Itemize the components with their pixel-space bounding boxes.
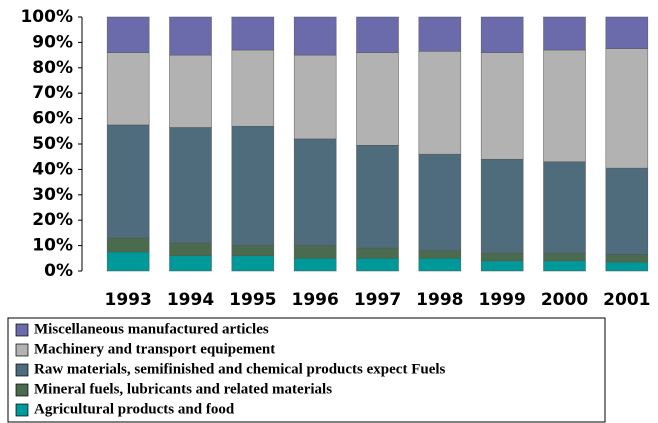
x-tick-label: 2001 [603,290,650,310]
legend-swatch [15,403,29,417]
x-tick-label: 1996 [292,290,339,310]
bar-segment [418,16,462,52]
x-tick-label: 1994 [167,290,214,310]
bar-segment [231,125,275,246]
bar-segment [169,54,212,128]
bar-segment [231,245,275,257]
y-tick-label: 0% [44,261,73,281]
bar-segment [169,16,212,56]
y-tick-label: 100% [20,7,73,27]
bar-segment [480,252,524,262]
x-tick-label: 1999 [479,290,526,310]
y-tick-label: 50% [32,134,73,154]
bar-segment [418,250,462,259]
bar-segment [106,124,150,239]
x-tick-label: 2000 [541,290,588,310]
legend-label: Miscellaneous manufactured articles [34,321,269,337]
bar-segment [418,258,462,272]
y-tick-label: 80% [32,58,73,78]
x-tick-label: 1995 [229,290,276,310]
bar-segment [543,16,586,51]
bar-segment [293,258,337,272]
bar-segment [293,16,337,56]
legend-label: Mineral fuels, lubricants and related ma… [34,381,332,397]
legend-swatch [15,343,29,357]
bar-segment [605,48,649,169]
bar-segment [480,158,524,254]
bar-segment [480,16,524,53]
bar-segment [605,254,649,263]
bar-segment [356,258,399,272]
bar-segment [293,245,337,259]
bar-segment [356,52,399,146]
y-tick-label: 70% [32,83,73,103]
bar-segment [106,16,150,53]
bar-segment [106,237,150,253]
legend-swatch [15,383,29,397]
y-tick-label: 90% [32,32,73,52]
legend-label: Raw materials, semifinished and chemical… [34,361,446,377]
y-tick-label: 40% [32,159,73,179]
bar-segment [605,167,649,255]
bar-segment [356,247,399,259]
legend-label: Machinery and transport equipement [34,341,275,357]
y-tick-label: 10% [32,236,73,256]
bar-segment [106,52,150,126]
legend-box [7,317,606,423]
legend-swatch [15,363,29,377]
bar-segment [418,153,462,251]
y-tick-label: 20% [32,210,73,230]
bar-segment [543,161,586,254]
bar-segment [605,261,649,272]
x-tick-label: 1998 [416,290,463,310]
bar-segment [293,54,337,140]
bar-segment [231,49,275,127]
bar-segment [231,16,275,51]
y-tick-label: 30% [32,185,73,205]
bar-segment [543,252,586,262]
bar-segment [480,260,524,272]
legend-swatch [15,323,29,337]
bar-segment [293,138,337,246]
bar-segment [543,49,586,163]
bar-segment [231,255,275,272]
x-tick-label: 1997 [354,290,401,310]
bar-segment [356,16,399,53]
bar-segment [480,52,524,160]
bar-segment [106,251,150,272]
bar-segment [605,16,649,49]
x-tick-label: 1993 [105,290,152,310]
bar-segment [543,260,586,272]
bar-segment [169,127,212,244]
bar-segment [169,242,212,257]
bar-segment [169,255,212,272]
bar-segment [418,51,462,155]
bar-segment [356,145,399,249]
legend-label: Agricultural products and food [34,401,235,417]
y-tick-label: 60% [32,109,73,129]
